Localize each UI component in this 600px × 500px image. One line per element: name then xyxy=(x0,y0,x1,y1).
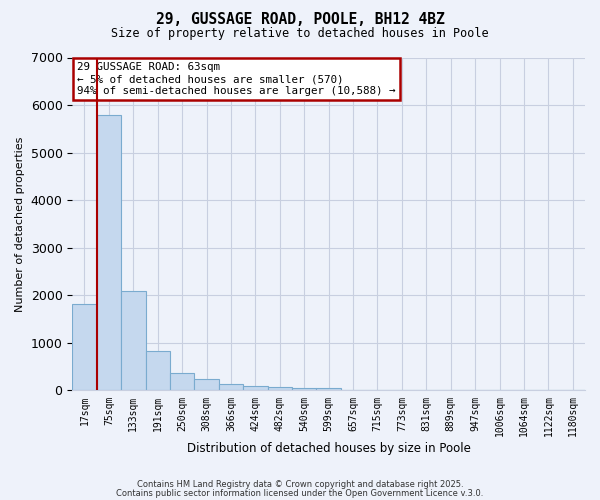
Text: 29 GUSSAGE ROAD: 63sqm
← 5% of detached houses are smaller (570)
94% of semi-det: 29 GUSSAGE ROAD: 63sqm ← 5% of detached … xyxy=(77,62,396,96)
Text: 29, GUSSAGE ROAD, POOLE, BH12 4BZ: 29, GUSSAGE ROAD, POOLE, BH12 4BZ xyxy=(155,12,445,28)
Bar xyxy=(72,304,97,390)
Bar xyxy=(219,384,243,390)
Text: Size of property relative to detached houses in Poole: Size of property relative to detached ho… xyxy=(111,28,489,40)
Bar xyxy=(194,379,219,390)
Bar xyxy=(170,374,194,390)
Y-axis label: Number of detached properties: Number of detached properties xyxy=(15,136,25,312)
X-axis label: Distribution of detached houses by size in Poole: Distribution of detached houses by size … xyxy=(187,442,470,455)
Bar xyxy=(316,388,341,390)
Text: Contains public sector information licensed under the Open Government Licence v.: Contains public sector information licen… xyxy=(116,488,484,498)
Bar xyxy=(121,290,146,390)
Text: Contains HM Land Registry data © Crown copyright and database right 2025.: Contains HM Land Registry data © Crown c… xyxy=(137,480,463,489)
Bar xyxy=(292,388,316,390)
Bar xyxy=(243,386,268,390)
Bar xyxy=(97,114,121,390)
Bar xyxy=(146,350,170,391)
Bar xyxy=(268,386,292,390)
